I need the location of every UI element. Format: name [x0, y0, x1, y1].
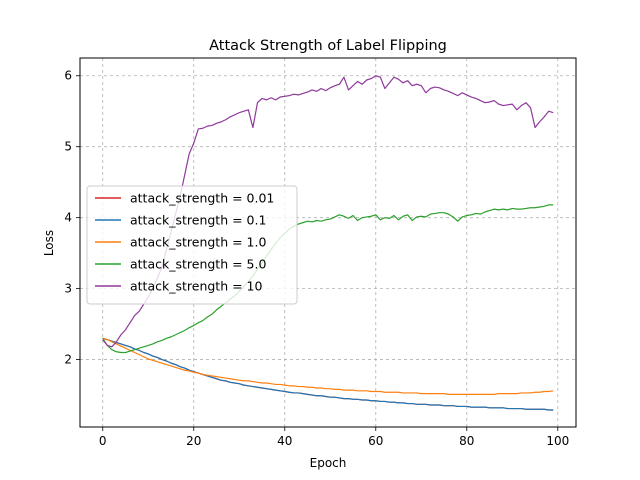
legend: attack_strength = 0.01 attack_strength = … — [86, 185, 298, 305]
axis-ticks: 0 20 40 60 80 100 2 3 4 5 6 — [64, 69, 569, 448]
legend-entry: attack_strength = 0.01 — [130, 191, 274, 206]
chart-title: Attack Strength of Label Flipping — [209, 38, 447, 54]
legend-box — [86, 185, 298, 305]
x-tick-label: 80 — [459, 434, 474, 448]
legend-entry: attack_strength = 1.0 — [130, 235, 266, 250]
y-tick-label: 2 — [64, 353, 72, 367]
series-line — [102, 337, 554, 395]
legend-entry: attack_strength = 5.0 — [130, 257, 266, 272]
y-tick-label: 4 — [64, 211, 72, 225]
grid — [80, 58, 576, 427]
y-tick-label: 5 — [64, 140, 72, 154]
x-tick-label: 40 — [277, 434, 292, 448]
y-axis-label: Loss — [42, 230, 56, 256]
legend-entry: attack_strength = 10 — [130, 279, 263, 294]
x-tick-label: 60 — [368, 434, 383, 448]
x-tick-label: 0 — [99, 434, 107, 448]
series-line — [102, 337, 554, 411]
x-tick-label: 100 — [546, 434, 569, 448]
x-axis-label: Epoch — [310, 456, 347, 470]
legend-entry: attack_strength = 0.1 — [130, 213, 266, 228]
series-line — [102, 204, 554, 354]
x-tick-label: 20 — [186, 434, 201, 448]
y-tick-label: 3 — [64, 282, 72, 296]
y-tick-label: 6 — [64, 69, 72, 83]
plot-frame — [79, 57, 577, 428]
